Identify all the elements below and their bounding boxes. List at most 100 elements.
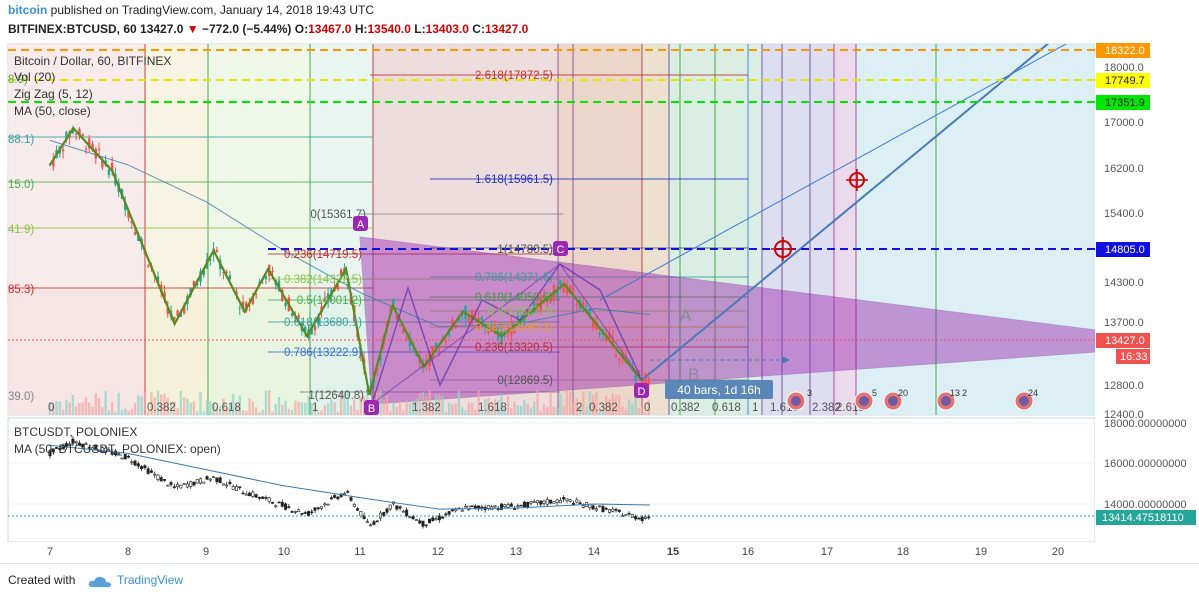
- lower-candle-body: [643, 516, 647, 519]
- fib-time-label: 0.382: [671, 402, 700, 414]
- high-label: H:: [354, 22, 368, 36]
- volume-bar: [153, 397, 156, 415]
- volume-bar: [533, 401, 536, 415]
- volume-bar: [536, 390, 539, 415]
- lower-candle-body: [74, 441, 78, 444]
- lower-candle-body: [398, 506, 402, 509]
- chart-canvas[interactable]: 8.9) 88.1) 15.0) 41.9) 85.3) 39.0) 0(153…: [0, 0, 1199, 563]
- projection-line[interactable]: [641, 42, 1050, 381]
- lower-candle-body: [428, 518, 432, 524]
- volume-bar: [323, 405, 327, 415]
- volume-bar: [52, 402, 55, 415]
- volume-bar: [539, 410, 542, 415]
- last-price: 13427.0: [140, 22, 184, 36]
- pattern-point-d[interactable]: D: [634, 383, 649, 398]
- time-tick: 20: [1052, 546, 1064, 558]
- lower-candle-body: [234, 486, 238, 491]
- fib-ext-label: 0.236(13320.5): [475, 342, 553, 354]
- volume-bar: [238, 395, 241, 415]
- lower-candle-body: [464, 505, 468, 508]
- price-tick: 12800.0: [1104, 380, 1144, 392]
- candle-body: [297, 315, 300, 319]
- lower-candle-body: [48, 450, 52, 457]
- pattern-point-b[interactable]: B: [364, 400, 379, 415]
- time-tick: 7: [47, 546, 53, 558]
- level-tag: 17749.7: [1105, 75, 1145, 87]
- fib-time-label: 0: [644, 402, 650, 414]
- upper-legend: Bitcoin / Dollar, 60, BITFINEX Vol (20) …: [14, 54, 171, 118]
- us-flag-icon: [883, 391, 903, 411]
- volume-bar: [228, 404, 232, 415]
- price-tick: 16200.0: [1104, 163, 1144, 175]
- candle-body: [624, 355, 628, 357]
- time-tick: 15: [667, 546, 679, 558]
- lower-candle-body: [637, 517, 641, 520]
- volume-bar: [199, 392, 202, 415]
- fib-zone-9: [834, 44, 856, 415]
- lower-candle-body: [555, 499, 559, 503]
- fib-retrace-label: 0.382(14322.5): [284, 274, 362, 286]
- price-tick: 14300.0: [1104, 277, 1144, 289]
- candle-body: [569, 285, 572, 293]
- pattern-point-label: D: [638, 386, 646, 398]
- candle-body: [480, 316, 484, 321]
- volume-bar: [58, 401, 62, 415]
- target-icon[interactable]: [846, 169, 868, 191]
- triangle-pattern[interactable]: [359, 236, 1095, 405]
- tradingview-link[interactable]: TradingView: [117, 573, 184, 587]
- volume-bar: [585, 406, 588, 415]
- candle-body: [225, 271, 228, 273]
- time-axis[interactable]: [8, 542, 1095, 563]
- lower-candle-body: [594, 508, 598, 511]
- lower-candle-body: [251, 491, 255, 497]
- lower-candle-body: [140, 466, 144, 470]
- candle-body: [52, 159, 55, 167]
- candle-body: [310, 328, 313, 335]
- time-tick: 9: [203, 546, 209, 558]
- lower-candle-body: [460, 509, 464, 512]
- lower-candle-body: [506, 504, 510, 508]
- lower-candle-body: [444, 513, 448, 516]
- pattern-point-a[interactable]: A: [353, 216, 368, 231]
- volume-bar: [516, 405, 520, 415]
- volume-bar: [307, 395, 310, 415]
- lower-legend-ma: MA (50, BTCUSDT_POLONIEX: open): [14, 442, 221, 456]
- volume-bar: [130, 408, 133, 415]
- candle-body: [490, 325, 493, 327]
- volume-bar: [411, 400, 415, 415]
- fib-time-label: 0.618: [712, 402, 741, 414]
- volume-bar: [205, 400, 209, 415]
- publisher-name[interactable]: bitcoin: [8, 3, 48, 17]
- lower-candle-body: [333, 495, 337, 498]
- volume-bar: [392, 402, 395, 415]
- fib-time-label: 0: [48, 402, 54, 414]
- pattern-point-c[interactable]: C: [553, 241, 568, 256]
- volume-bar: [127, 410, 130, 415]
- open-value: 13467.0: [308, 22, 352, 36]
- volume-bar: [317, 411, 320, 415]
- countdown-tag: 16:33: [1120, 351, 1148, 363]
- candle-body: [516, 315, 520, 326]
- target-icon[interactable]: [771, 237, 795, 261]
- lower-pane[interactable]: [7, 417, 1096, 543]
- candle-body: [438, 350, 441, 352]
- volume-bar: [559, 393, 562, 415]
- volume-bar: [523, 400, 526, 415]
- event-flags[interactable]: 3 5 20 13 2 24: [786, 388, 1038, 411]
- candle-body: [546, 297, 549, 303]
- lower-candle-body: [352, 504, 356, 507]
- lower-candle-body: [202, 481, 206, 484]
- fib-time-label: 1: [312, 402, 318, 414]
- pattern-xb-line: [371, 263, 561, 405]
- lower-candle-body: [408, 516, 412, 519]
- volume-bar: [598, 411, 601, 415]
- volume-bar: [254, 407, 258, 415]
- lower-candle-body: [385, 508, 389, 513]
- candle-body: [264, 275, 268, 280]
- lower-candle-body: [614, 509, 618, 511]
- candle-body: [228, 275, 232, 280]
- candle-body: [91, 143, 94, 150]
- volume-bar: [68, 402, 71, 415]
- legend-volume: Vol (20): [14, 70, 55, 84]
- lower-candle-body: [447, 511, 451, 515]
